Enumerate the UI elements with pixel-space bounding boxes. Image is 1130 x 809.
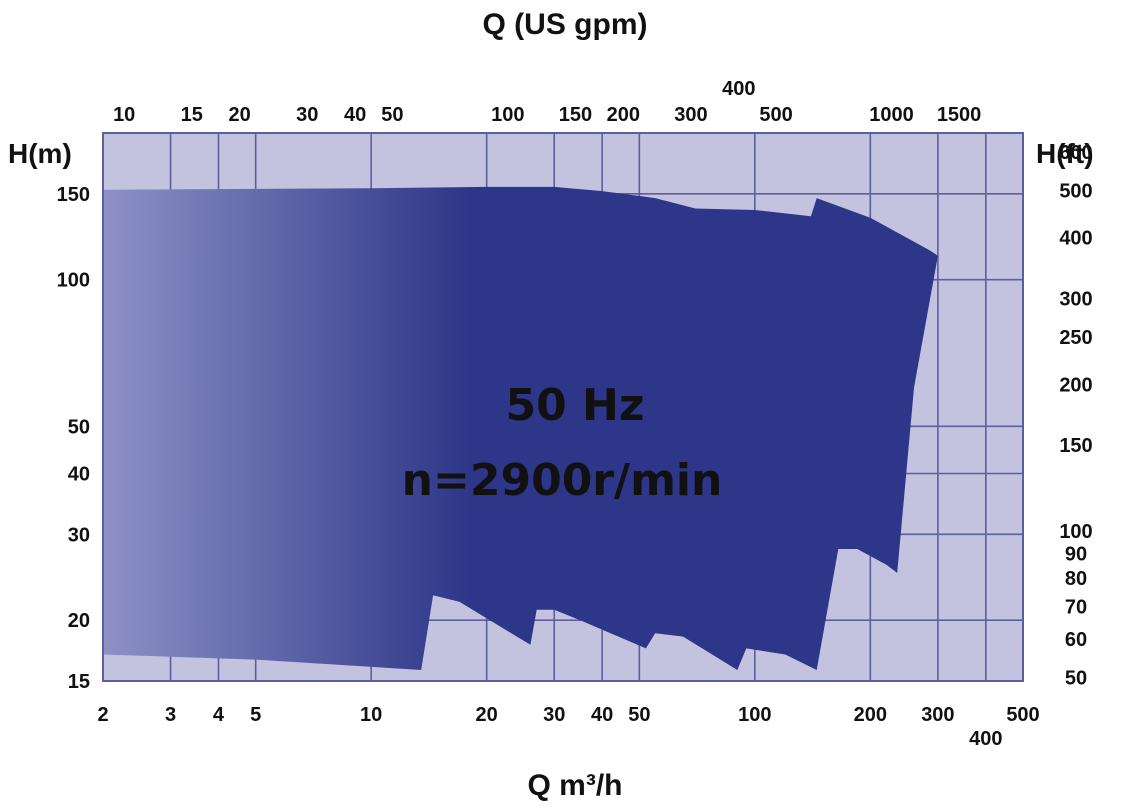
gpm-tick-label: 1500 (937, 104, 982, 126)
ft-tick-label: 100 (1059, 521, 1092, 543)
x-tick-label: 10 (360, 704, 382, 726)
x-tick-label: 30 (543, 704, 565, 726)
x-tick-label: 400 (969, 728, 1002, 750)
y-axis-left-label: H(m) (8, 138, 72, 169)
chart-title: Q (US gpm) (483, 8, 648, 41)
ft-tick-label: 500 (1059, 181, 1092, 203)
y-tick-label: 100 (57, 270, 90, 292)
gpm-tick-label: 20 (229, 104, 251, 126)
gpm-tick-label: 300 (674, 104, 707, 126)
y-tick-label: 40 (68, 463, 90, 485)
gpm-tick-label: 50 (381, 104, 403, 126)
ft-tick-label: 300 (1059, 289, 1092, 311)
x-tick-label: 4 (213, 704, 225, 726)
speed-annotation: n=2900r/min (402, 455, 723, 506)
x-tick-label: 2 (97, 704, 108, 726)
gpm-tick-label: 100 (491, 104, 524, 126)
frequency-annotation: 50 Hz (506, 380, 645, 431)
y-tick-labels: 15 20 30 40 50 100 150 (57, 184, 90, 693)
gpm-tick-label: 1000 (869, 104, 914, 126)
y-tick-label: 15 (68, 671, 90, 693)
gpm-tick-label: 40 (344, 104, 366, 126)
gpm-tick-label: 200 (607, 104, 640, 126)
plot-frame (102, 132, 1024, 682)
y-tick-label: 150 (57, 184, 90, 206)
ft-tick-label: 50 (1065, 668, 1087, 690)
y-tick-label: 50 (68, 416, 90, 438)
ft-tick-label: 90 (1065, 543, 1087, 565)
x-axis-label: Q m³/h (528, 769, 623, 802)
x-tick-label: 40 (591, 704, 613, 726)
y-tick-label: 30 (68, 524, 90, 546)
x-tick-label: 100 (738, 704, 771, 726)
x-tick-label: 50 (628, 704, 650, 726)
ft-tick-label: 80 (1065, 568, 1087, 590)
gpm-tick-label: 500 (759, 104, 792, 126)
x-tick-label: 200 (854, 704, 887, 726)
ft-tick-label: 200 (1059, 374, 1092, 396)
gpm-tick-label: 150 (559, 104, 592, 126)
y-axis-right-label: H(ft) (1036, 138, 1094, 169)
ft-tick-label: 600 (1059, 142, 1092, 164)
x-tick-label: 500 (1006, 704, 1039, 726)
gpm-tick-label: 15 (181, 104, 203, 126)
x-tick-label: 300 (921, 704, 954, 726)
x-tick-label: 5 (250, 704, 261, 726)
ft-tick-label: 400 (1059, 228, 1092, 250)
ft-tick-label: 250 (1059, 327, 1092, 349)
y-tick-label: 20 (68, 610, 90, 632)
gpm-tick-label: 10 (113, 104, 135, 126)
operating-region (103, 186, 938, 670)
ft-tick-label: 70 (1065, 596, 1087, 618)
x-tick-label: 3 (165, 704, 176, 726)
ft-tick-label: 60 (1065, 629, 1087, 651)
gpm-tick-label: 400 (722, 78, 755, 100)
gpm-tick-label: 30 (296, 104, 318, 126)
x-tick-label: 20 (476, 704, 498, 726)
ft-tick-label: 150 (1059, 435, 1092, 457)
